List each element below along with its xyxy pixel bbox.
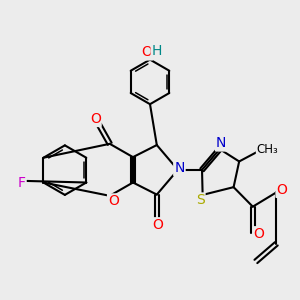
Text: F: F <box>17 176 26 190</box>
Text: N: N <box>216 136 226 151</box>
Text: CH₃: CH₃ <box>257 143 278 156</box>
Text: O: O <box>254 227 264 241</box>
Text: S: S <box>196 194 205 208</box>
Text: O: O <box>277 183 287 197</box>
Text: O: O <box>142 46 152 59</box>
Text: O: O <box>108 194 119 208</box>
Text: O: O <box>152 218 163 232</box>
Text: H: H <box>152 44 162 58</box>
Text: O: O <box>90 112 101 126</box>
Text: N: N <box>174 161 184 175</box>
